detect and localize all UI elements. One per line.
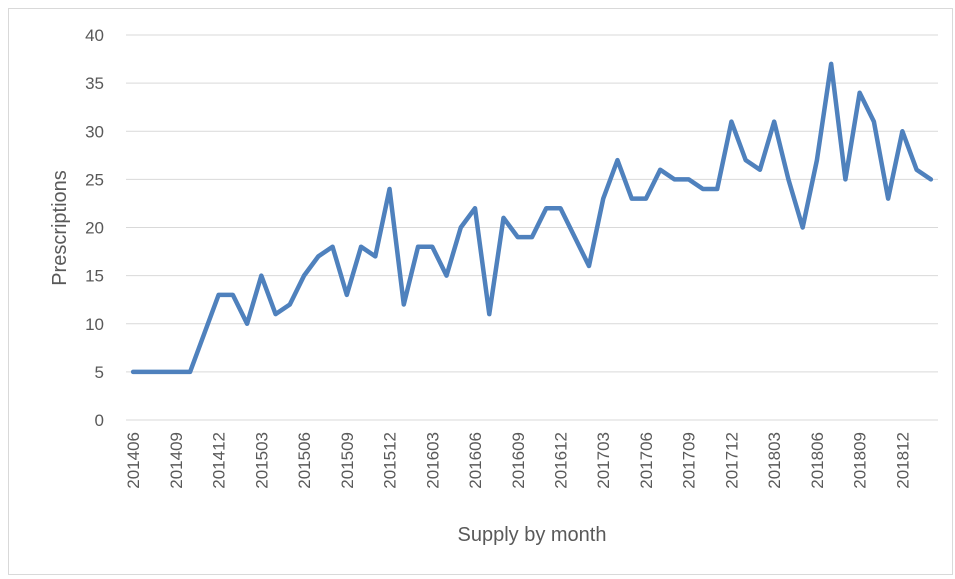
x-tick-label: 201609 — [509, 432, 528, 489]
x-tick-label: 201606 — [466, 432, 485, 489]
x-tick-label: 201709 — [680, 432, 699, 489]
y-tick-label: 10 — [85, 315, 104, 334]
y-tick-label: 0 — [95, 411, 104, 430]
y-tick-label: 30 — [85, 122, 104, 141]
x-tick-label: 201612 — [551, 432, 570, 489]
x-tick-label: 201506 — [295, 432, 314, 489]
data-line — [130, 61, 934, 375]
y-tick-label: 35 — [85, 74, 104, 93]
x-tick-label: 201803 — [765, 432, 784, 489]
x-tick-label: 201503 — [252, 432, 271, 489]
x-tick-label: 201603 — [423, 432, 442, 489]
x-axis-label: Supply by month — [458, 524, 607, 546]
y-axis-label: Prescriptions — [49, 170, 71, 286]
y-tick-label: 25 — [85, 170, 104, 189]
x-tick-label: 201706 — [637, 432, 656, 489]
x-tick-label: 201509 — [338, 432, 357, 489]
x-tick-label: 201812 — [893, 432, 912, 489]
x-tick-label: 201409 — [167, 432, 186, 489]
x-tick-label: 201703 — [594, 432, 613, 489]
x-tick-label: 201712 — [722, 432, 741, 489]
y-tick-label: 20 — [85, 219, 104, 238]
x-tick-label: 201806 — [808, 432, 827, 489]
x-tick-label: 201512 — [381, 432, 400, 489]
x-tick-label: 201412 — [210, 432, 229, 489]
chart-frame — [8, 8, 953, 575]
y-tick-label: 5 — [95, 363, 104, 382]
x-tick-label: 201809 — [851, 432, 870, 489]
y-tick-label: 40 — [85, 26, 104, 45]
y-tick-label: 15 — [85, 267, 104, 286]
x-tick-label: 201406 — [124, 432, 143, 489]
